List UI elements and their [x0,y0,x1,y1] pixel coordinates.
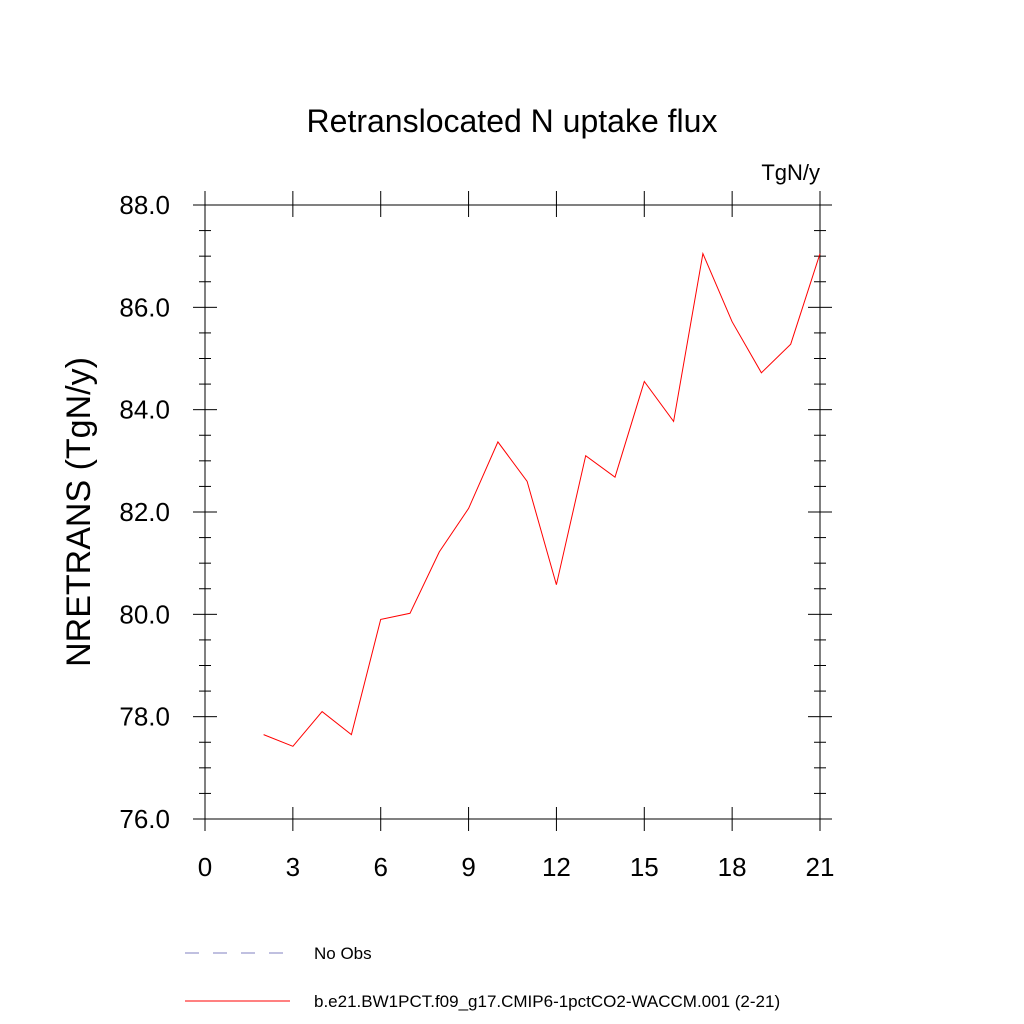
y-tick-label: 88.0 [119,190,170,220]
x-tick-label: 21 [806,852,835,882]
chart-title: Retranslocated N uptake flux [307,103,718,139]
y-tick-label: 82.0 [119,497,170,527]
x-tick-label: 12 [542,852,571,882]
x-tick-label: 15 [630,852,659,882]
x-tick-label: 9 [461,852,475,882]
units-label: TgN/y [761,160,820,185]
legend-label: No Obs [314,944,372,963]
x-tick-label: 3 [286,852,300,882]
legend-label: b.e21.BW1PCT.f09_g17.CMIP6-1pctCO2-WACCM… [314,992,780,1011]
series-group [263,251,821,747]
y-tick-label: 78.0 [119,702,170,732]
y-tick-label: 80.0 [119,599,170,629]
series-line [263,251,821,747]
tick-labels: 0 3 6 9 12 15 18 21 76.0 78.0 80.0 82.0 84.0 86.0 88.0 [119,190,834,882]
y-tick-label: 86.0 [119,292,170,322]
y-tick-label: 84.0 [119,395,170,425]
legend: No Obs b.e21.BW1PCT.f09_g17.CMIP6-1pctCO2… [185,944,780,1011]
axis-ticks [193,191,832,831]
plot-frame [204,204,821,820]
x-tick-label: 0 [198,852,212,882]
y-tick-label: 76.0 [119,804,170,834]
x-tick-label: 18 [718,852,747,882]
x-tick-label: 6 [373,852,387,882]
y-axis-label: NRETRANS (TgN/y) [60,357,98,667]
